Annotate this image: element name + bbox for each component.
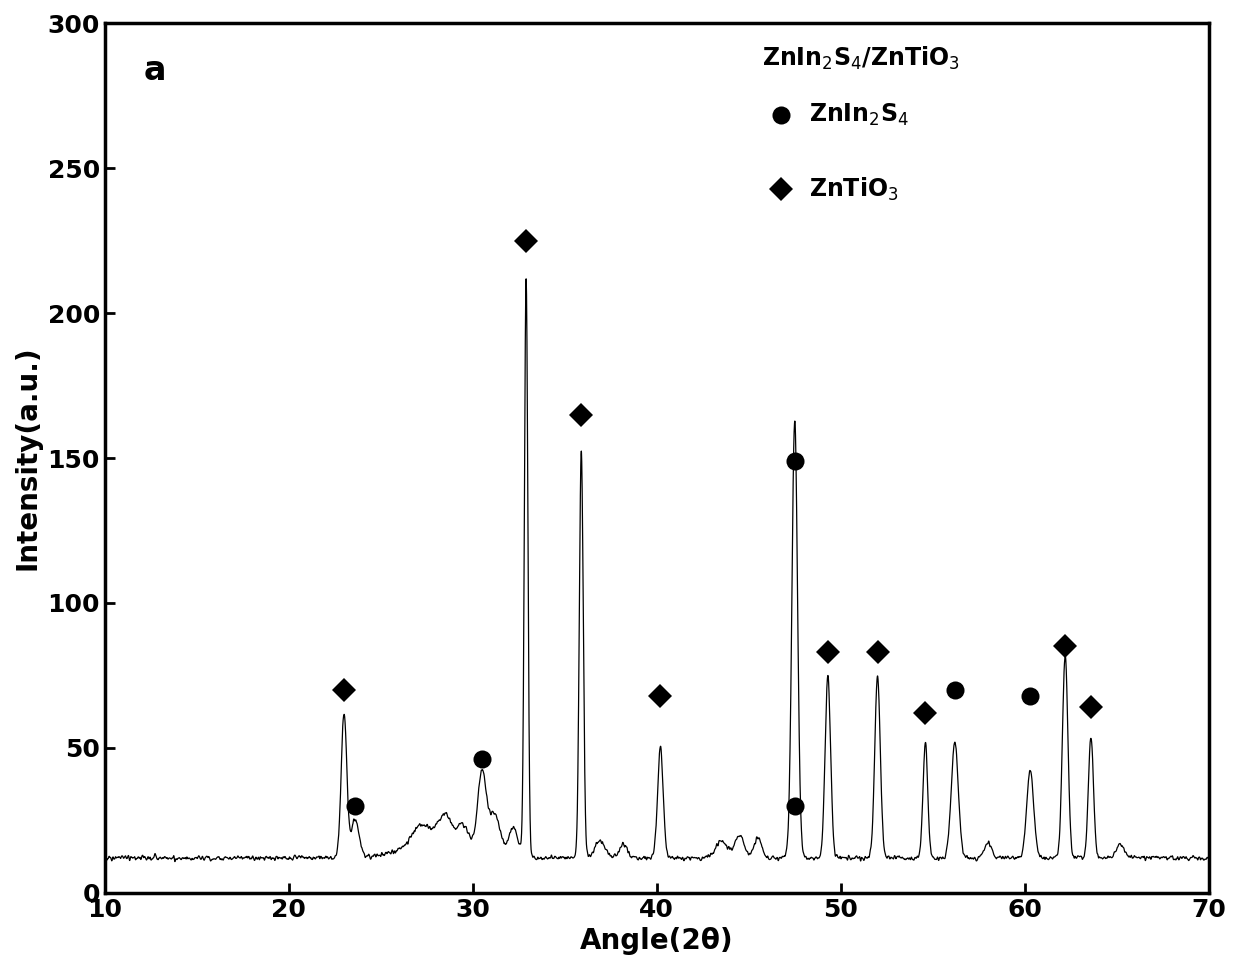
X-axis label: Angle(2θ): Angle(2θ) (580, 927, 734, 955)
Text: ZnIn$_2$S$_4$/ZnTiO$_3$: ZnIn$_2$S$_4$/ZnTiO$_3$ (761, 46, 960, 73)
Text: ZnTiO$_3$: ZnTiO$_3$ (808, 175, 899, 203)
Text: ZnIn$_2$S$_4$: ZnIn$_2$S$_4$ (808, 102, 909, 128)
Text: a: a (144, 54, 166, 87)
Y-axis label: Intensity(a.u.): Intensity(a.u.) (14, 346, 42, 571)
